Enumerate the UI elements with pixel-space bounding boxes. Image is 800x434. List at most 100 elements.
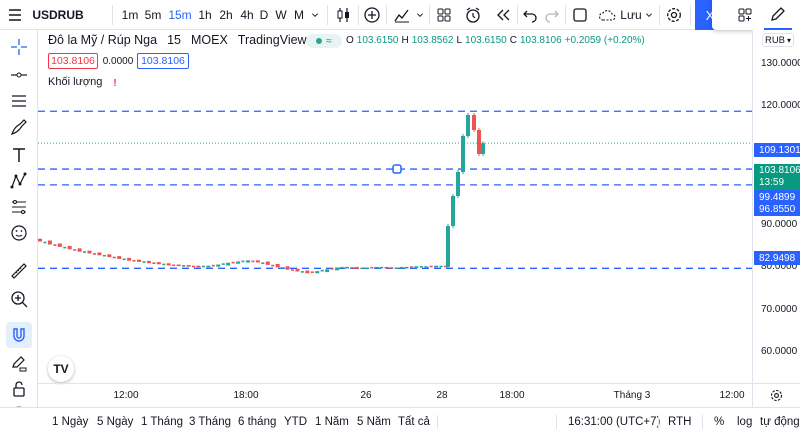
- interval-5m[interactable]: 5m: [144, 8, 162, 22]
- menu-icon[interactable]: [0, 0, 30, 30]
- bottom-toolbar: 1 Ngày 5 Ngày 1 Tháng 3 Tháng 6 tháng YT…: [0, 407, 800, 434]
- time-tick: Tháng 3: [613, 390, 651, 401]
- interval-4h[interactable]: 4h: [240, 8, 254, 22]
- candle: [265, 261, 270, 265]
- save-button[interactable]: Lưu: [598, 0, 642, 30]
- lock-icon[interactable]: [6, 376, 32, 402]
- candle: [112, 256, 116, 259]
- spread-value: 0.0000: [102, 55, 134, 67]
- symbol-description: Đô la Mỹ / Rúp Nga: [48, 33, 158, 47]
- candle: [107, 254, 112, 258]
- session-button[interactable]: RTH: [668, 415, 692, 428]
- interval-1h[interactable]: 1h: [198, 8, 212, 22]
- forecast-icon[interactable]: [6, 194, 32, 220]
- interval-15m[interactable]: 15m: [168, 8, 192, 22]
- sell-button[interactable]: 103.8106: [48, 53, 98, 69]
- price-chart[interactable]: [38, 30, 752, 383]
- add-indicator-icon[interactable]: [361, 0, 383, 30]
- ruler-icon[interactable]: [6, 258, 32, 284]
- symbol-search-button[interactable]: USDRUB: [32, 8, 84, 22]
- indicators-icon[interactable]: [391, 0, 413, 30]
- range-ytd[interactable]: YTD: [284, 415, 307, 428]
- candle: [456, 172, 460, 196]
- candle: [281, 267, 285, 269]
- interval-2h[interactable]: 2h: [219, 8, 233, 22]
- range-6m[interactable]: 6 tháng: [238, 415, 277, 428]
- crosshair-icon[interactable]: [6, 34, 32, 60]
- fib-icon[interactable]: [6, 88, 32, 114]
- range-5d[interactable]: 5 Ngày: [97, 415, 134, 428]
- interval-1m[interactable]: 1m: [121, 8, 139, 22]
- candle: [196, 265, 201, 268]
- currency-selector[interactable]: RUB ▾: [762, 33, 794, 47]
- candle: [300, 271, 304, 273]
- market-status-pill[interactable]: ≈: [306, 34, 342, 48]
- candle: [251, 260, 255, 263]
- candle: [73, 249, 77, 251]
- warning-icon[interactable]: !: [113, 77, 117, 89]
- chart-settings-gear-icon[interactable]: [752, 383, 800, 407]
- candle: [97, 252, 102, 256]
- alert-icon[interactable]: [462, 0, 484, 30]
- interval-w[interactable]: W: [275, 8, 287, 22]
- range-all[interactable]: Tất cả: [398, 415, 430, 428]
- zoom-icon[interactable]: [6, 286, 32, 312]
- cloud-icon: [599, 10, 616, 21]
- brush-icon[interactable]: [6, 114, 32, 140]
- range-3m[interactable]: 3 Tháng: [189, 415, 231, 428]
- range-1m[interactable]: 1 Tháng: [141, 415, 183, 428]
- chevron-down-icon[interactable]: [414, 0, 426, 30]
- candle: [127, 257, 132, 261]
- range-5y[interactable]: 5 Năm: [357, 415, 391, 428]
- time-tick: 18:00: [499, 390, 525, 401]
- layouts-icon[interactable]: [433, 0, 455, 30]
- replay-icon[interactable]: [492, 0, 514, 30]
- timezone-clock[interactable]: 16:31:00 (UTC+7): [568, 415, 661, 428]
- drawing-pencil-icon[interactable]: [764, 0, 792, 30]
- percent-scale-toggle[interactable]: %: [714, 415, 725, 428]
- interval-m[interactable]: M: [294, 8, 304, 22]
- candle: [186, 265, 191, 267]
- candle: [236, 261, 241, 264]
- candle: [43, 241, 47, 244]
- text-tool-icon[interactable]: [6, 142, 32, 168]
- candle: [146, 260, 151, 264]
- candle: [320, 269, 324, 272]
- price-tick: 70.0000: [761, 304, 798, 315]
- save-label: Lưu: [620, 8, 642, 22]
- candle: [275, 263, 280, 268]
- candle: [122, 258, 126, 261]
- range-1y[interactable]: 1 Năm: [315, 415, 349, 428]
- pattern-icon[interactable]: [6, 168, 32, 194]
- candles-icon[interactable]: [333, 0, 355, 30]
- add-layout-icon[interactable]: [734, 0, 756, 30]
- magnet-icon[interactable]: [6, 322, 32, 348]
- interval-d[interactable]: D: [259, 8, 269, 22]
- range-1d[interactable]: 1 Ngày: [52, 415, 89, 428]
- redo-icon[interactable]: [542, 0, 562, 30]
- stay-drawing-icon[interactable]: [6, 350, 32, 376]
- candle: [330, 268, 334, 270]
- time-tick: 18:00: [233, 390, 259, 401]
- line-price-flag: 99.4899: [754, 190, 800, 204]
- emoji-icon[interactable]: [6, 220, 32, 246]
- log-scale-toggle[interactable]: log: [737, 415, 753, 428]
- auto-scale-toggle[interactable]: tự động: [760, 415, 800, 428]
- chart-legend: Đô la Mỹ / Rúp Nga 15 MOEX TradingView: [48, 33, 307, 47]
- fullscreen-icon[interactable]: [569, 0, 591, 30]
- trend-line-icon[interactable]: [6, 62, 32, 88]
- chevron-down-icon[interactable]: [642, 0, 656, 30]
- tradingview-logo[interactable]: TV: [48, 356, 74, 382]
- candle: [152, 262, 156, 264]
- candle: [409, 266, 413, 268]
- candle: [354, 266, 359, 270]
- price-axis[interactable]: 130.0000 120.0000 90.0000 80.0000 70.000…: [752, 30, 800, 383]
- undo-icon[interactable]: [520, 0, 540, 30]
- buy-button[interactable]: 103.8106: [137, 53, 189, 69]
- candle: [439, 265, 443, 268]
- candle: [63, 246, 67, 249]
- time-axis[interactable]: 12:00 18:00 26 28 18:00 Tháng 3 12:00: [38, 383, 752, 407]
- volume-indicator-label[interactable]: Khối lượng: [48, 76, 103, 88]
- settings-gear-icon[interactable]: [663, 0, 685, 30]
- chevron-down-icon[interactable]: [308, 0, 322, 30]
